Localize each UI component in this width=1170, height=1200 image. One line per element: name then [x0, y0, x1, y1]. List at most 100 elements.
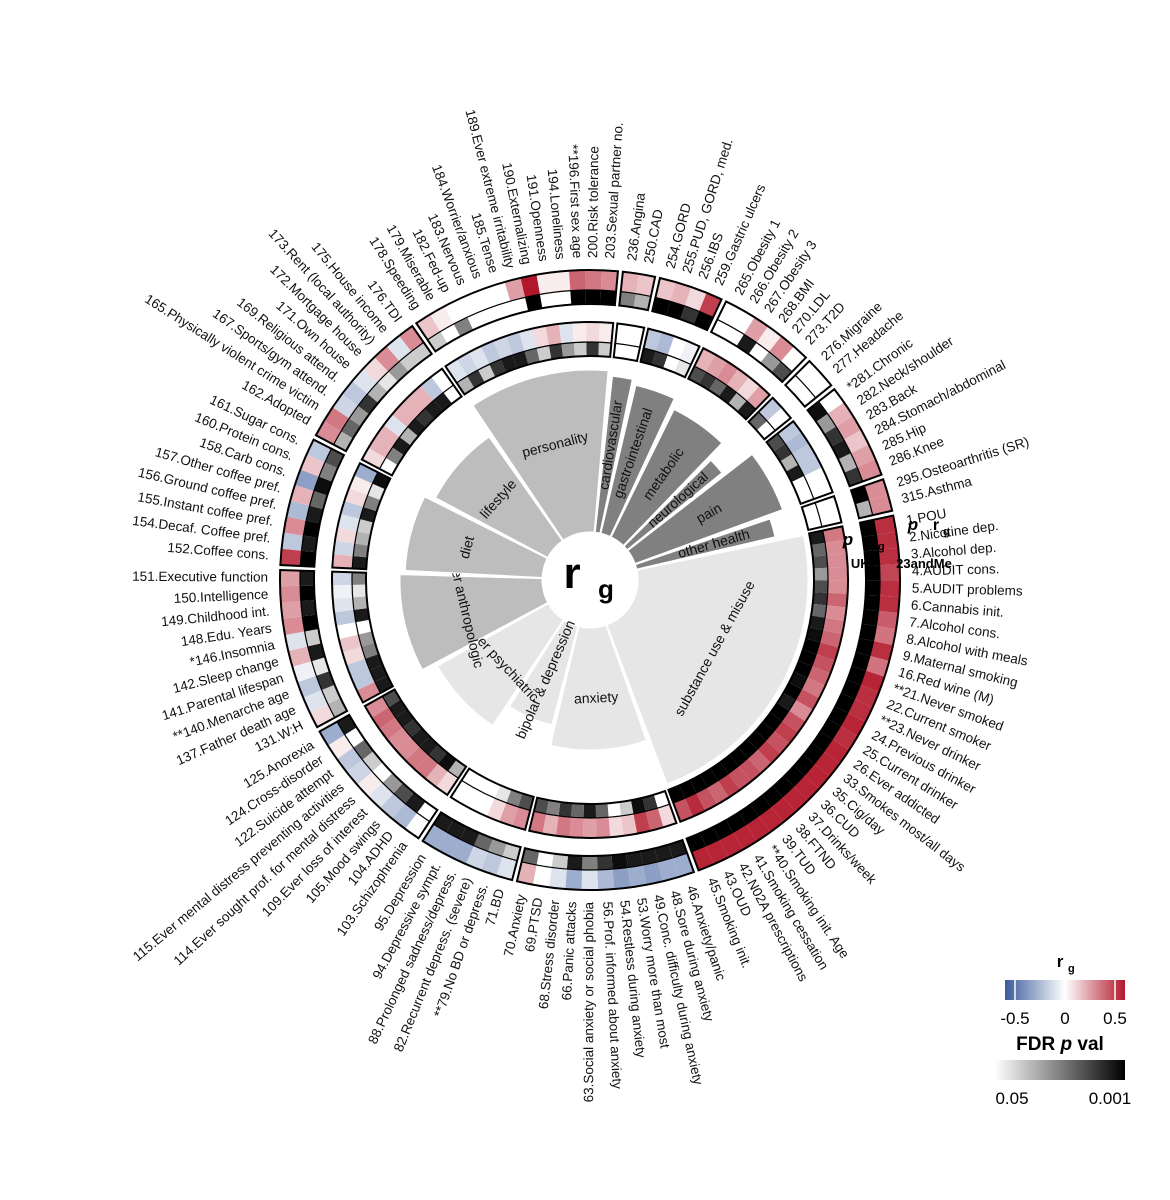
heatmap-cell [300, 600, 317, 617]
heatmap-cell [726, 368, 750, 393]
trait-label: 151.Executive function [132, 569, 268, 585]
heatmap-cell [361, 447, 386, 469]
heatmap-cell [332, 571, 353, 586]
ring-divider [351, 572, 382, 694]
heatmap-cell [519, 328, 537, 352]
heatmap-cell [807, 666, 831, 686]
heatmap-cell [621, 814, 638, 836]
heatmap-cell [451, 839, 474, 865]
heatmap-cell [822, 617, 845, 635]
heatmap-cell [336, 622, 359, 640]
heatmap-cell [364, 696, 389, 718]
group-outline [421, 810, 522, 882]
heatmap-cell [368, 782, 394, 809]
heatmap-cell [613, 343, 628, 359]
heatmap-cell [313, 476, 333, 496]
group-outline [331, 570, 395, 704]
heatmap-cell [873, 626, 897, 646]
heatmap-cell [388, 361, 409, 382]
center-subscript: g [598, 574, 614, 604]
heatmap-cell [280, 585, 301, 603]
heatmap-cell [555, 815, 572, 838]
heatmap-cell [551, 853, 568, 870]
group-outline [618, 270, 657, 312]
category-sector [634, 518, 776, 570]
heatmap-cell [640, 848, 658, 866]
trait-label: 203.Sexual partner no. [602, 122, 626, 259]
heatmap-cell [612, 867, 631, 890]
ring-divider [694, 365, 757, 410]
heatmap-cell [363, 495, 381, 512]
heatmap-cell [774, 720, 798, 744]
trait-label: **196.First sex age [565, 144, 585, 259]
heatmap-cell [458, 292, 482, 318]
group-outline [414, 268, 620, 353]
heatmap-cell [640, 348, 656, 365]
heatmap-cell [598, 322, 614, 343]
ring-divider [794, 374, 817, 399]
heatmap-cell [879, 580, 900, 597]
heatmap-cell [512, 351, 529, 369]
heatmap-cell [808, 615, 825, 631]
heatmap-cell [340, 500, 364, 520]
cohort-label-23andme: 23andMe [896, 556, 952, 571]
heatmap-cell [319, 721, 345, 746]
heatmap-cell [380, 793, 406, 819]
heatmap-cell [392, 803, 418, 829]
heatmap-cell [572, 322, 587, 343]
heatmap-cell [743, 317, 769, 343]
heatmap-cell [281, 532, 304, 551]
category-sector [434, 436, 564, 559]
heatmap-cell [860, 670, 885, 693]
heatmap-cell [472, 774, 490, 793]
heatmap-cell [387, 727, 412, 751]
heatmap-cell [401, 394, 425, 418]
trait-label: 4.AUDIT cons. [912, 561, 1000, 578]
heatmap-cell [533, 797, 549, 814]
heatmap-cell [416, 314, 441, 340]
heatmap-cell [728, 765, 751, 790]
heatmap-cell [643, 328, 662, 352]
heatmap-cell [495, 301, 515, 320]
heatmap-cell [315, 421, 342, 445]
heatmap-cell [818, 509, 842, 527]
heatmap-cell [327, 734, 354, 760]
heatmap-cell [862, 609, 879, 627]
group-outline [651, 276, 723, 332]
legend-p-tick-label: 0.05 [995, 1089, 1028, 1108]
ring-label-p-outer: p [907, 515, 918, 534]
heatmap-cell [730, 309, 755, 335]
heatmap-cell [363, 357, 389, 383]
group-outline [686, 346, 772, 421]
heatmap-cell [847, 698, 873, 722]
heatmap-cell [608, 815, 624, 838]
heatmap-cell [422, 824, 447, 850]
heatmap-cell [425, 763, 449, 788]
category-label: diet [456, 534, 477, 560]
group-outline [800, 494, 843, 532]
heatmap-cell [356, 681, 381, 703]
heatmap-cell [791, 443, 816, 465]
heatmap-cell [684, 792, 706, 817]
heatmap-cell [844, 467, 863, 487]
heatmap-cell [803, 743, 824, 764]
group-outline [527, 789, 678, 839]
heatmap-cell [524, 348, 540, 365]
heatmap-cell [840, 712, 866, 737]
heatmap-cell [525, 294, 543, 312]
legend-p-title: FDR p val [1016, 1034, 1104, 1055]
heatmap-cell [300, 585, 315, 602]
heatmap-cell [504, 277, 526, 302]
heatmap-cell [585, 289, 601, 305]
heatmap-cell [520, 274, 541, 298]
heatmap-cell [854, 684, 880, 708]
ring-divider [299, 448, 332, 567]
heatmap-cell [582, 855, 598, 871]
group-outline [639, 327, 701, 379]
heatmap-cell [798, 649, 817, 667]
heatmap-cell [788, 699, 813, 722]
heatmap-cell [399, 326, 424, 352]
heatmap-cell [338, 634, 362, 653]
heatmap-cell [555, 290, 572, 307]
